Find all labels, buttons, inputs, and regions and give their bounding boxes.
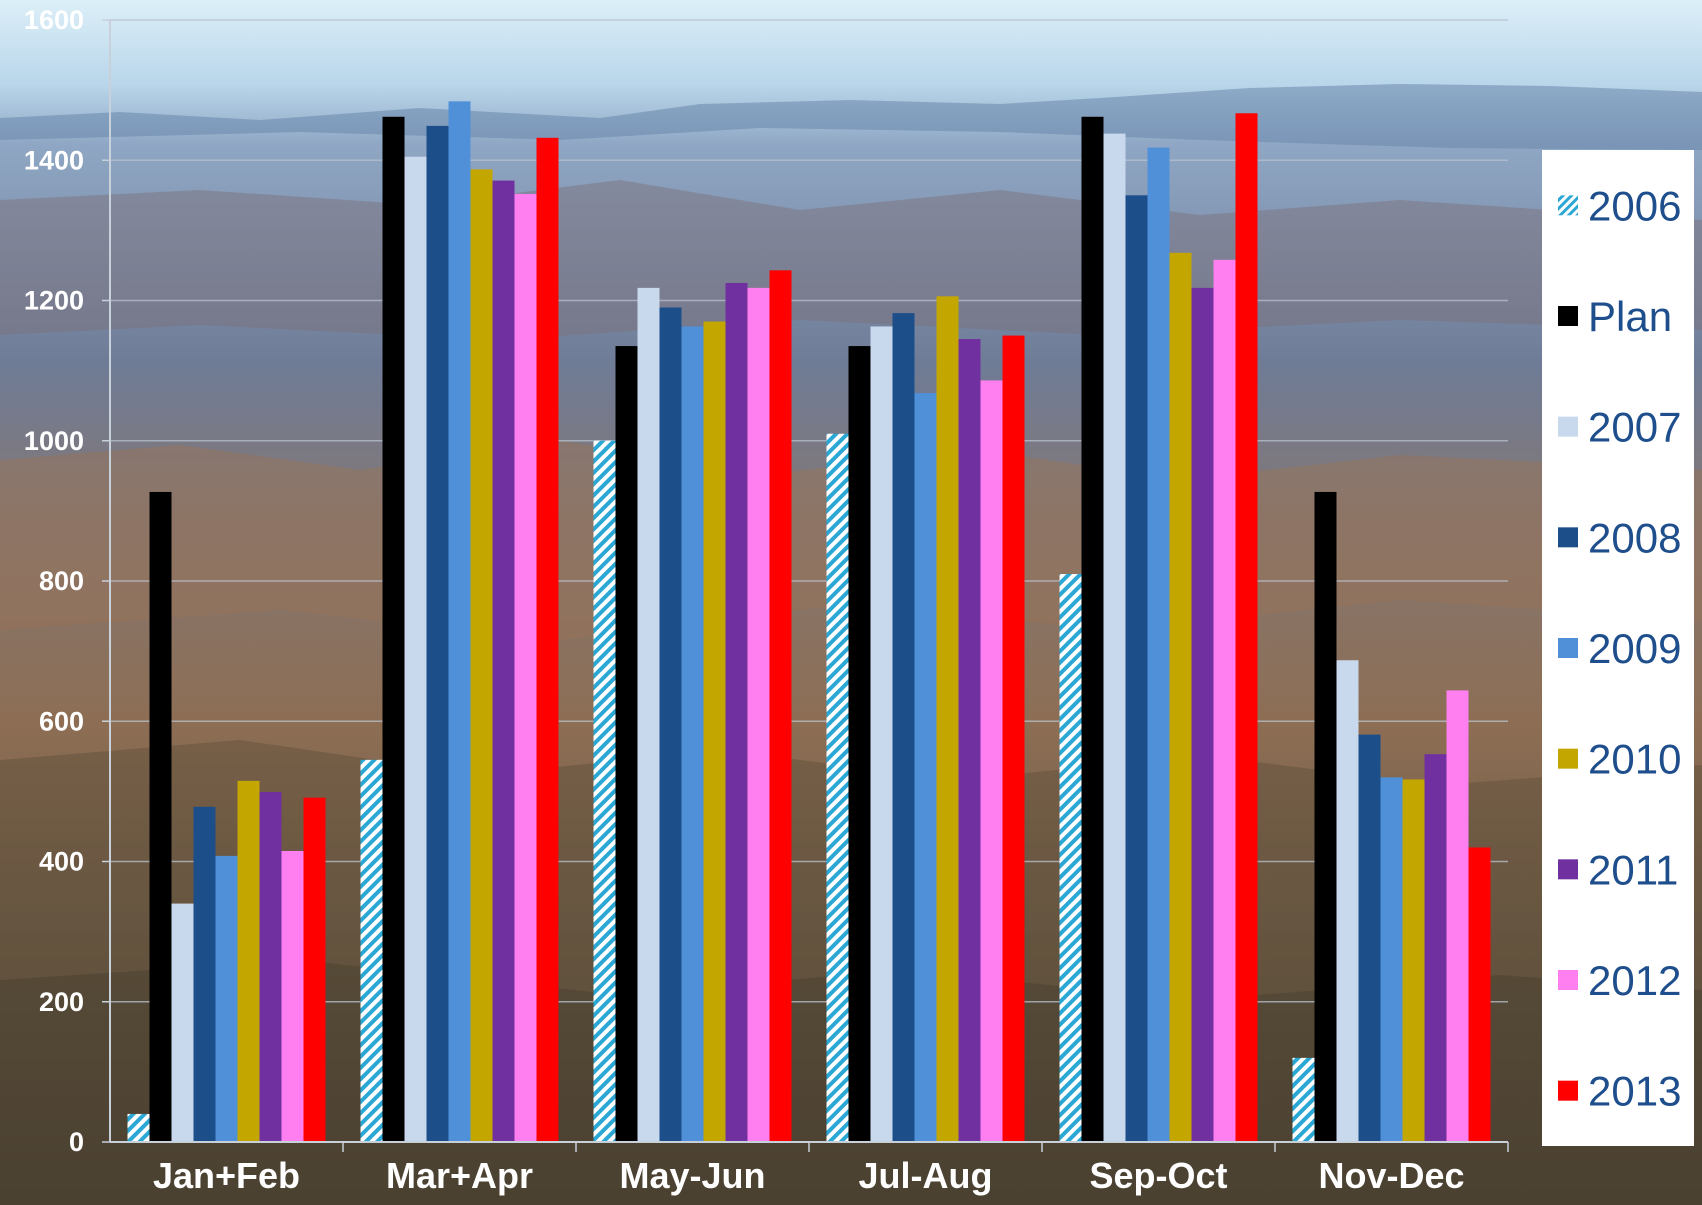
legend-label-2011: 2011 — [1588, 846, 1678, 893]
bar-2009-jan-feb — [215, 855, 238, 1142]
y-tick-label-1600: 1600 — [24, 5, 84, 35]
x-tick-label-mar-apr: Mar+Apr — [386, 1155, 533, 1196]
axes — [102, 19, 1509, 1152]
bar-plan-nov-dec — [1314, 491, 1337, 1142]
bar-2013-jul-aug — [1002, 335, 1025, 1142]
bar-2007-sep-oct — [1103, 133, 1126, 1143]
legend-label-2008: 2008 — [1588, 514, 1681, 561]
x-tick-label-nov-dec: Nov-Dec — [1318, 1155, 1464, 1196]
bar-2011-jan-feb — [259, 792, 282, 1142]
bar-2008-nov-dec — [1358, 734, 1381, 1142]
bar-2008-sep-oct — [1125, 195, 1148, 1142]
bar-2008-may-jun — [659, 307, 682, 1142]
legend-swatch-2012 — [1558, 970, 1578, 990]
legend-label-2010: 2010 — [1588, 736, 1681, 783]
bar-2009-jul-aug — [914, 393, 937, 1142]
bar-2007-jul-aug — [870, 326, 893, 1142]
bar-2012-jan-feb — [281, 850, 304, 1142]
y-tick-label-1400: 1400 — [24, 145, 84, 175]
bar-plan-mar-apr — [382, 116, 405, 1143]
legend-label-2013: 2013 — [1588, 1068, 1681, 1115]
bar-2011-nov-dec — [1424, 754, 1447, 1142]
x-tick-label-jan-feb: Jan+Feb — [153, 1155, 300, 1196]
bar-plan-may-jun — [615, 346, 638, 1142]
bar-2011-mar-apr — [492, 180, 515, 1142]
bar-2009-mar-apr — [448, 101, 471, 1143]
y-axis-ticks: 0 200 400 600 800 1000 1200 1400 1600 — [24, 5, 84, 1157]
bar-2009-sep-oct — [1147, 147, 1170, 1142]
x-tick-label-sep-oct: Sep-Oct — [1089, 1155, 1227, 1196]
bar-2010-may-jun — [703, 321, 726, 1143]
bar-2013-nov-dec — [1468, 847, 1491, 1142]
bar-2010-nov-dec — [1402, 779, 1425, 1142]
y-tick-label-600: 600 — [39, 706, 84, 736]
bar-2008-mar-apr — [426, 125, 449, 1143]
bar-2010-sep-oct — [1169, 252, 1192, 1142]
bar-2012-jul-aug — [980, 380, 1003, 1142]
bar-2011-may-jun — [725, 282, 748, 1142]
bar-2008-jul-aug — [892, 313, 915, 1142]
legend-swatch-2008 — [1558, 527, 1578, 548]
legend-swatch-plan — [1558, 306, 1578, 326]
bar-2006-mar-apr — [360, 759, 383, 1142]
bar-plan-sep-oct — [1081, 116, 1104, 1143]
bar-2012-may-jun — [747, 287, 770, 1142]
bar-2013-sep-oct — [1235, 113, 1258, 1143]
legend: 2006 Plan 2007 2008 2009 2010 2011 2012 2013 — [1542, 150, 1694, 1146]
x-tick-label-jul-aug: Jul-Aug — [859, 1155, 993, 1196]
bar-2013-jan-feb — [303, 797, 326, 1142]
legend-swatch-2007 — [1558, 416, 1578, 437]
bar-2010-mar-apr — [470, 169, 493, 1142]
bar-2006-jul-aug — [826, 433, 849, 1142]
bar-2007-jan-feb — [171, 903, 194, 1142]
y-tick-label-1000: 1000 — [24, 426, 84, 456]
bar-2007-may-jun — [637, 287, 660, 1142]
bar-2006-jan-feb — [127, 1113, 150, 1142]
y-tick-label-0: 0 — [69, 1127, 84, 1157]
y-tick-label-800: 800 — [39, 566, 84, 596]
legend-swatch-2006 — [1558, 195, 1578, 216]
legend-swatch-2011 — [1558, 859, 1578, 880]
bar-2006-sep-oct — [1059, 573, 1082, 1142]
y-tick-label-200: 200 — [39, 987, 84, 1017]
bar-2012-sep-oct — [1213, 259, 1236, 1142]
legend-swatch-2013 — [1558, 1080, 1578, 1101]
bar-2010-jul-aug — [936, 296, 959, 1143]
bar-2013-mar-apr — [536, 137, 559, 1142]
x-axis-ticks: Jan+Feb Mar+Apr May-Jun Jul-Aug Sep-Oct Nov-D… — [153, 1155, 1465, 1196]
bar-2006-may-jun — [593, 440, 616, 1142]
bar-2008-jan-feb — [193, 806, 216, 1142]
bar-2011-jul-aug — [958, 339, 981, 1143]
legend-label-2012: 2012 — [1588, 957, 1681, 1004]
bar-2009-may-jun — [681, 326, 704, 1142]
bar-2012-mar-apr — [514, 193, 537, 1142]
bar-2011-sep-oct — [1191, 287, 1214, 1142]
bar-2012-nov-dec — [1446, 690, 1469, 1142]
legend-label-plan: Plan — [1588, 293, 1672, 340]
y-tick-label-1200: 1200 — [24, 286, 84, 316]
legend-label-2007: 2007 — [1588, 404, 1681, 451]
bar-2013-may-jun — [769, 270, 792, 1142]
legend-swatch-2010 — [1558, 748, 1578, 769]
bar-plan-jul-aug — [848, 346, 871, 1142]
bar-2010-jan-feb — [237, 780, 260, 1142]
bar-2007-mar-apr — [404, 156, 427, 1142]
x-tick-label-may-jun: May-Jun — [619, 1155, 765, 1196]
bars — [127, 101, 1491, 1143]
bar-2009-nov-dec — [1380, 777, 1403, 1142]
bar-2006-nov-dec — [1292, 1057, 1315, 1142]
bar-2007-nov-dec — [1336, 660, 1359, 1142]
legend-label-2006: 2006 — [1588, 182, 1681, 229]
legend-label-2009: 2009 — [1588, 625, 1681, 672]
bar-plan-jan-feb — [149, 491, 172, 1142]
y-tick-label-400: 400 — [39, 847, 84, 877]
legend-swatch-2009 — [1558, 638, 1578, 658]
